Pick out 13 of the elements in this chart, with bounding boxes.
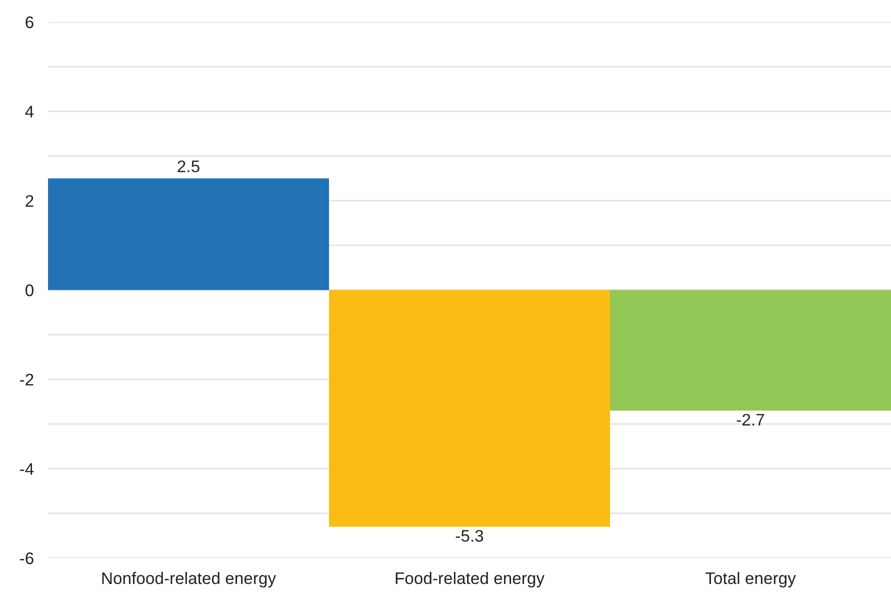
y-tick-label: 2	[26, 195, 34, 207]
data-label: -5.3	[456, 530, 484, 542]
y-tick-label: 6	[26, 16, 34, 28]
y-tick-label: -6	[20, 552, 34, 564]
y-tick-label: 0	[25, 284, 34, 296]
data-label: 2.5	[178, 160, 200, 172]
x-tick-label: Nonfood-related energy	[102, 572, 276, 588]
y-tick-label: 4	[25, 106, 34, 118]
x-tick-label: Food-related energy	[396, 572, 545, 588]
y-tick-label: -4	[20, 463, 34, 475]
data-label: -2.7	[736, 414, 764, 426]
x-tick-label: Total energy	[705, 572, 796, 588]
y-tick-label: -2	[20, 374, 34, 386]
